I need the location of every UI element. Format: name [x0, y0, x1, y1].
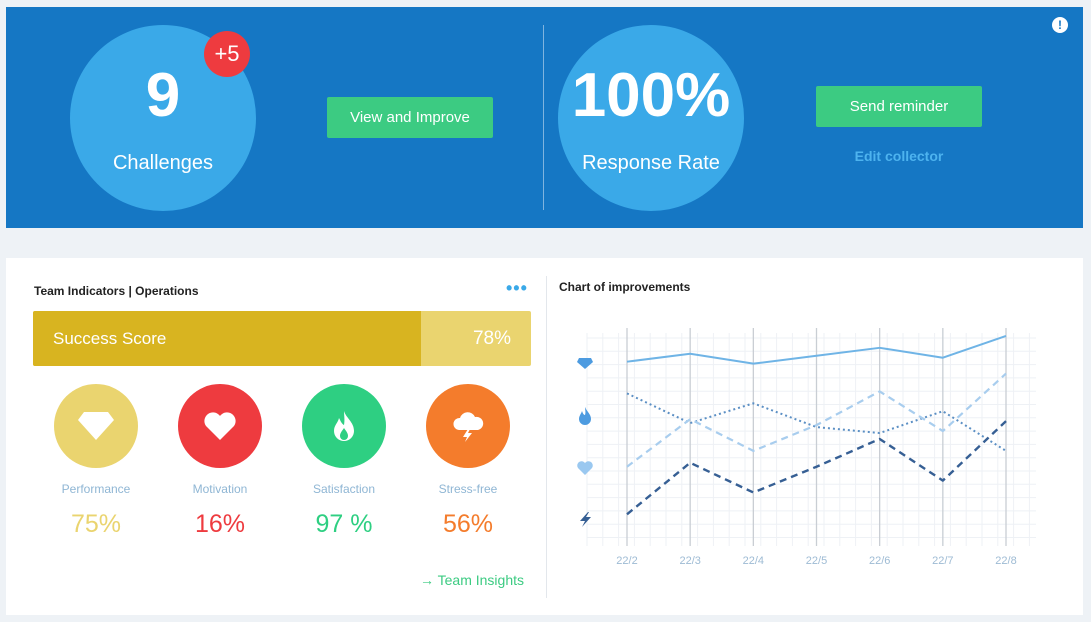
response-rate-value: 100%: [571, 61, 731, 130]
indicator-name: Motivation: [192, 482, 248, 496]
send-reminder-button[interactable]: Send reminder: [816, 86, 982, 127]
x-tick-label: 22/2: [616, 555, 637, 567]
team-insights-link[interactable]: → Team Insights: [420, 572, 525, 588]
success-score-bar: Success Score 78%: [33, 311, 531, 366]
indicator-disc: [426, 384, 510, 468]
indicator-value: 56%: [442, 510, 494, 538]
indicator-satisfaction[interactable]: Satisfaction 97 %: [294, 384, 394, 539]
exclamation-icon[interactable]: !: [1052, 17, 1068, 33]
improvements-chart: 22/2 22/3 22/4 22/5 22/6 22/7 22/8: [577, 328, 1036, 567]
indicator-stress-free[interactable]: Stress-free 56%: [418, 384, 518, 539]
indicator-disc: [302, 384, 386, 468]
banner-divider: [543, 25, 544, 210]
team-indicators-title: Team Indicators | Operations: [34, 284, 199, 298]
summary-banner: 9 Challenges +5 View and Improve 100% Re…: [6, 7, 1083, 228]
x-tick-label: 22/8: [995, 555, 1016, 567]
indicators-panel: Team Indicators | Operations ••• Success…: [6, 258, 1083, 615]
x-tick-label: 22/7: [932, 555, 953, 567]
storm-cloud-icon: [453, 412, 484, 442]
diamond-icon: [78, 412, 114, 440]
new-challenges-badge: +5: [204, 31, 250, 77]
x-tick-label: 22/4: [743, 555, 764, 567]
edit-collector-link[interactable]: Edit collector: [854, 148, 944, 164]
indicator-disc: [178, 384, 262, 468]
flame-icon: [334, 411, 354, 441]
diamond-icon: [577, 358, 593, 369]
indicator-value: 97 %: [315, 510, 373, 538]
heart-icon: [577, 461, 593, 475]
response-rate-circle: 100% Response Rate: [558, 25, 744, 211]
indicator-name: Performance: [61, 482, 131, 496]
flame-icon: [579, 407, 591, 425]
challenges-label: Challenges: [112, 152, 214, 174]
x-tick-label: 22/3: [679, 555, 700, 567]
challenges-count: 9: [145, 61, 181, 130]
success-score-label: Success Score: [53, 329, 167, 348]
lightning-icon: [580, 512, 591, 527]
indicator-name: Stress-free: [438, 482, 498, 496]
success-score-value: 78%: [472, 328, 511, 349]
response-rate-label: Response Rate: [582, 152, 720, 174]
indicator-disc: [54, 384, 138, 468]
view-and-improve-button[interactable]: View and Improve: [327, 97, 493, 138]
heart-icon: [204, 412, 236, 440]
chart-title: Chart of improvements: [559, 280, 691, 294]
panel-divider: [546, 276, 547, 598]
indicator-value: 75%: [70, 510, 122, 538]
indicator-name: Satisfaction: [312, 482, 376, 496]
success-score-fill: [33, 311, 422, 366]
indicator-performance[interactable]: Performance 75%: [46, 384, 146, 539]
x-tick-label: 22/5: [806, 555, 827, 567]
more-dots-icon[interactable]: •••: [506, 278, 528, 298]
indicator-value: 16%: [194, 510, 246, 538]
indicator-motivation[interactable]: Motivation 16%: [170, 384, 270, 539]
x-tick-label: 22/6: [869, 555, 890, 567]
